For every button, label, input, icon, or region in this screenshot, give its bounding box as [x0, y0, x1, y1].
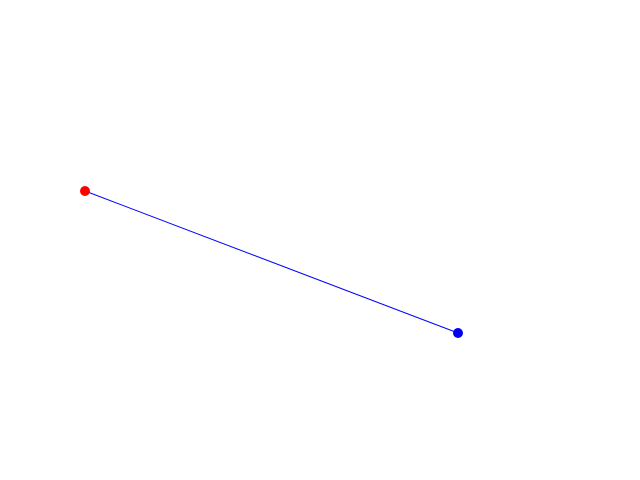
start-point [80, 186, 90, 196]
segment [84, 190, 459, 334]
end-point [453, 328, 463, 338]
